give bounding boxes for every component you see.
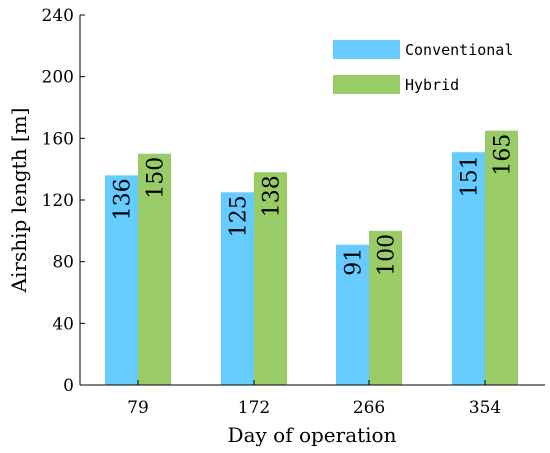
data-label-conventional-354: 151 [458,155,483,197]
legend-label-conventional: Conventional [405,41,513,59]
bar-hybrid-354 [485,130,518,385]
y-tick-label: 240 [42,6,74,26]
y-tick-label: 200 [42,68,74,88]
legend: Conventional Hybrid [333,40,513,94]
y-axis-title: Airship length [m] [7,108,31,294]
bars-group [105,130,518,385]
bar-hybrid-172 [254,172,287,385]
y-tick-label: 80 [52,253,74,273]
x-tick-label: 266 [353,398,385,418]
data-labels-group: 136 150 125 138 91 100 151 165 [111,134,516,276]
legend-label-hybrid: Hybrid [405,76,459,94]
bar-hybrid-79 [138,153,171,385]
data-label-conventional-266: 91 [342,248,367,276]
legend-swatch-conventional [333,40,400,59]
bar-hybrid-266 [369,230,402,385]
y-tick-label: 120 [42,191,74,211]
y-tick-label: 0 [63,376,74,396]
y-tick-label: 160 [42,129,74,149]
data-label-conventional-172: 125 [227,195,252,237]
bar-conventional-266 [336,244,369,385]
x-axis-title: Day of operation [228,423,397,447]
data-label-hybrid-172: 138 [260,175,285,217]
y-tick-label: 40 [52,314,74,334]
legend-swatch-hybrid [333,75,400,94]
data-label-conventional-79: 136 [111,178,136,220]
bar-conventional-79 [105,175,138,385]
data-label-hybrid-354: 165 [491,134,516,176]
y-ticks-group: 0 40 80 120 160 200 240 [42,6,85,396]
x-tick-label: 172 [238,398,270,418]
bar-conventional-172 [221,192,254,385]
bar-conventional-354 [452,152,485,385]
x-tick-label: 354 [469,398,501,418]
x-tick-label: 79 [127,398,149,418]
data-label-hybrid-266: 100 [375,234,400,276]
x-ticks-group: 79 172 266 354 [127,380,501,418]
data-label-hybrid-79: 150 [144,157,169,199]
